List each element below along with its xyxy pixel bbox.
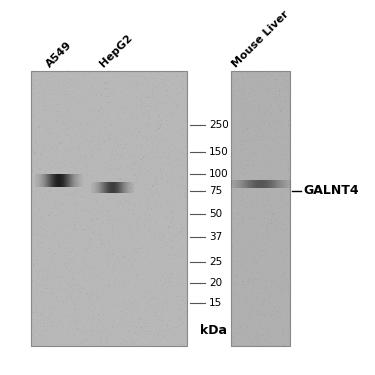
Text: HepG2: HepG2 (98, 33, 134, 69)
Text: 37: 37 (209, 232, 222, 242)
Text: 20: 20 (209, 278, 222, 288)
FancyBboxPatch shape (231, 71, 290, 346)
Text: 25: 25 (209, 257, 222, 267)
Text: A549: A549 (44, 39, 74, 69)
FancyBboxPatch shape (31, 71, 187, 346)
Text: 75: 75 (209, 186, 222, 195)
Text: 250: 250 (209, 120, 228, 129)
Text: kDa: kDa (200, 324, 226, 337)
Text: 15: 15 (209, 298, 222, 308)
Text: Mouse Liver: Mouse Liver (230, 9, 291, 69)
Text: 150: 150 (209, 147, 228, 157)
Text: GALNT4: GALNT4 (303, 184, 359, 197)
Text: 50: 50 (209, 209, 222, 219)
Text: 100: 100 (209, 169, 228, 179)
